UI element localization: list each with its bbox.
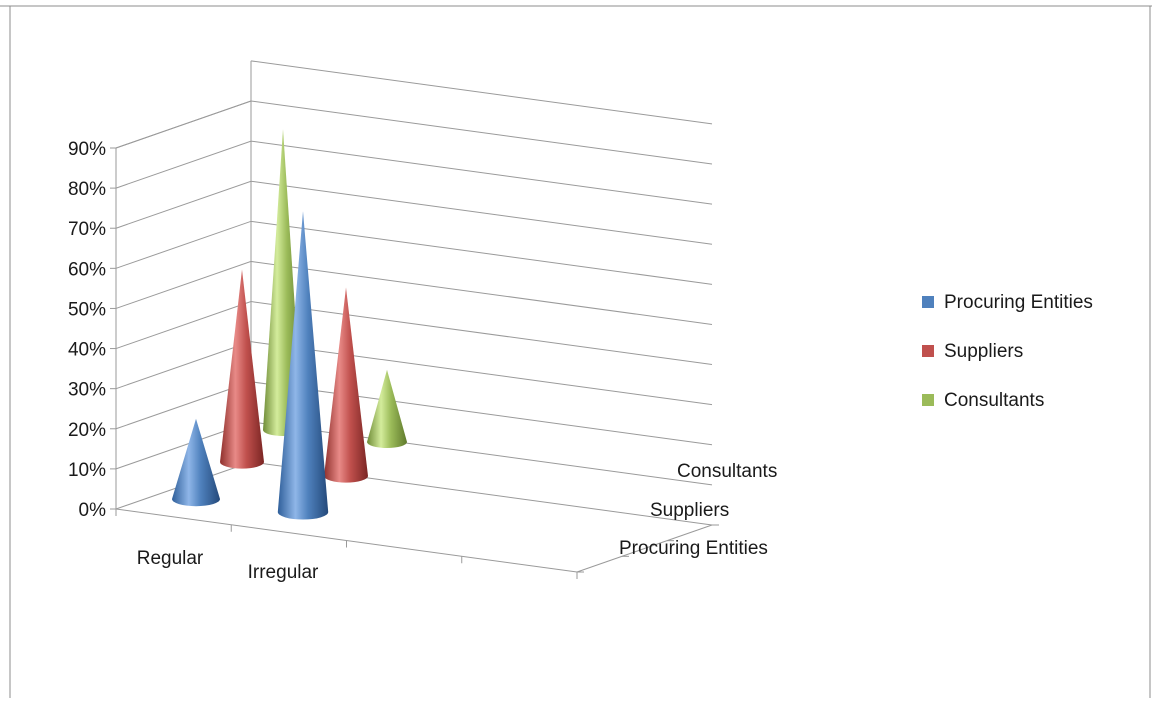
y-tick-label-30: 30%: [68, 380, 106, 401]
depth-tick-label-suppliers: Suppliers: [650, 500, 729, 521]
y-tick-label-50: 50%: [68, 299, 106, 320]
cone-suppliers-irregular-body: [324, 287, 368, 483]
depth-axis-line: [576, 524, 713, 573]
gridline-top: [250, 60, 713, 125]
cone-consultants-irregular-body: [367, 369, 407, 448]
legend-swatch-suppliers: [922, 345, 934, 357]
y-tick-label-90: 90%: [68, 139, 106, 160]
depth-tick-label-consultants: Consultants: [677, 461, 777, 482]
legend-swatch-procuring-entities: [922, 296, 934, 308]
cone-consultants-irregular: [367, 369, 407, 448]
legend-swatch-consultants: [922, 394, 934, 406]
depth-tick-label-procuring-entities: Procuring Entities: [619, 538, 768, 559]
y-tick-label-70: 70%: [68, 219, 106, 240]
y-tick-label-10: 10%: [68, 460, 106, 481]
gridline-40: [115, 301, 713, 366]
cone-series: [172, 129, 407, 520]
gridline-90: [115, 100, 713, 165]
y-tick-label-60: 60%: [68, 259, 106, 280]
x-tick-label-regular: Regular: [137, 548, 204, 569]
cone-procuring-entities-regular: [172, 418, 220, 507]
cone-procuring-entities-irregular-body: [277, 211, 329, 520]
x-tick-label-irregular: Irregular: [248, 562, 319, 583]
cone-procuring-entities-regular-body: [172, 418, 220, 507]
legend-label-suppliers: Suppliers: [944, 341, 1023, 362]
y-tick-label-40: 40%: [68, 340, 106, 361]
legend: Procuring Entities Suppliers Consultants: [922, 292, 1093, 411]
y-tick-label-80: 80%: [68, 179, 106, 200]
gridline-80: [115, 140, 713, 205]
y-tick-label-0: 0%: [79, 500, 107, 521]
y-axis-tick-labels: 0% 10% 20% 30% 40% 50% 60% 70% 80% 90%: [68, 139, 116, 521]
gridline-60: [115, 220, 713, 285]
cone-procuring-entities-irregular: [277, 211, 329, 520]
cone-suppliers-regular: [220, 269, 264, 469]
legend-label-procuring-entities: Procuring Entities: [944, 292, 1093, 313]
gridline-30: [115, 341, 713, 406]
y-tick-label-20: 20%: [68, 420, 106, 441]
depth-axis-tick-labels: Procuring Entities Suppliers Consultants: [577, 461, 777, 573]
cone-suppliers-regular-body: [220, 269, 264, 469]
gridline-20: [115, 381, 713, 446]
cone-suppliers-irregular: [324, 287, 368, 483]
gridline-70: [115, 180, 713, 245]
x-axis-tick-labels: Regular Irregular: [115, 509, 578, 583]
axes: [115, 148, 713, 573]
legend-label-consultants: Consultants: [944, 390, 1044, 411]
gridline-50: [115, 260, 713, 325]
